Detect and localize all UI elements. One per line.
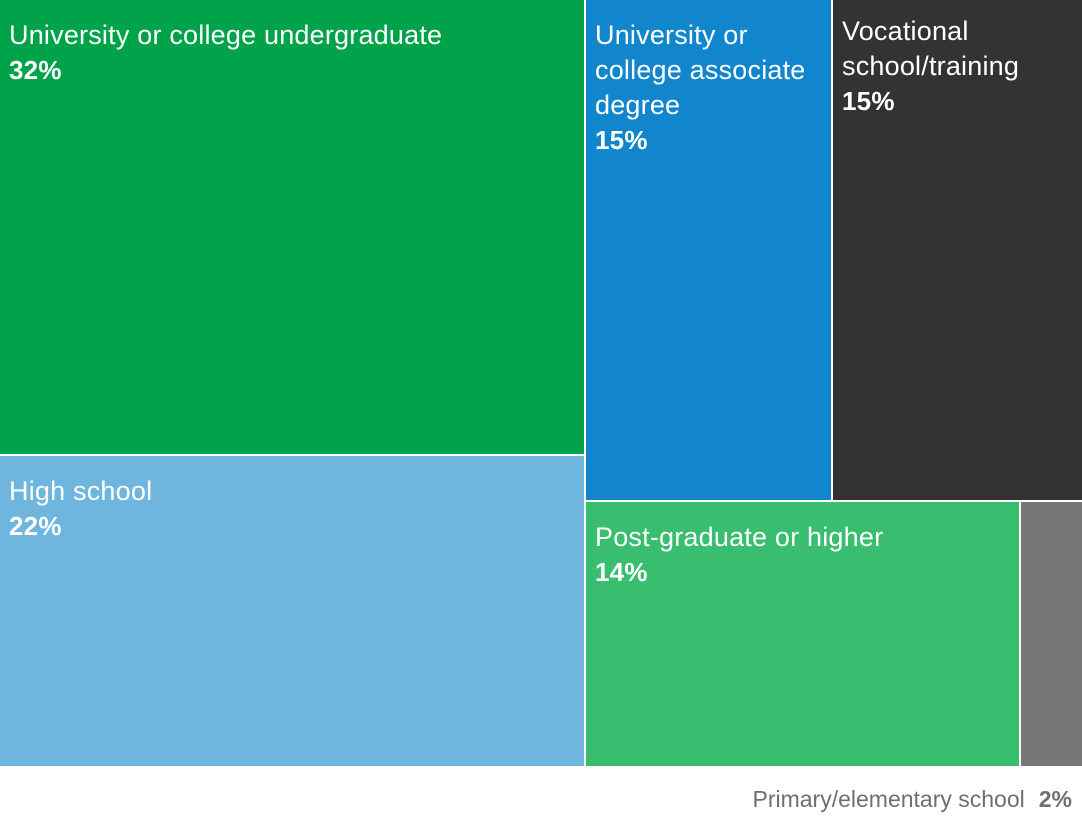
treemap-tile-primary-school bbox=[1021, 502, 1082, 768]
treemap-tile-undergraduate: University or college undergraduate 32% bbox=[0, 0, 586, 456]
treemap-tile-high-school: High school 22% bbox=[0, 456, 586, 768]
tile-label-text: University or college associate degree bbox=[595, 20, 806, 120]
primary-school-label-text: Primary/elementary school bbox=[752, 786, 1025, 812]
tile-value-label: 32% bbox=[9, 55, 62, 85]
tile-label-associate-degree: University or college associate degree 15… bbox=[595, 18, 823, 157]
tile-label-text: Vocational school/training bbox=[842, 16, 1020, 81]
primary-school-label: Primary/elementary school 2% bbox=[752, 784, 1072, 814]
primary-school-label-value: 2% bbox=[1038, 786, 1072, 812]
treemap-tile-associate-degree: University or college associate degree 15… bbox=[586, 0, 833, 502]
tile-label-post-graduate: Post-graduate or higher 14% bbox=[595, 520, 1011, 589]
tile-value-label: 15% bbox=[595, 125, 648, 155]
tile-value-label: 14% bbox=[595, 557, 648, 587]
tile-label-vocational: Vocational school/training 15% bbox=[842, 14, 1074, 118]
treemap-tile-post-graduate: Post-graduate or higher 14% bbox=[586, 502, 1021, 768]
tile-label-text: Post-graduate or higher bbox=[595, 522, 884, 552]
tile-label-undergraduate: University or college undergraduate 32% bbox=[9, 18, 576, 87]
tile-label-high-school: High school 22% bbox=[9, 474, 576, 543]
tile-label-text: University or college undergraduate bbox=[9, 20, 443, 50]
tile-value-label: 22% bbox=[9, 511, 62, 541]
tile-value-label: 15% bbox=[842, 86, 895, 116]
treemap-tile-vocational: Vocational school/training 15% bbox=[833, 0, 1082, 502]
tile-label-text: High school bbox=[9, 476, 153, 506]
